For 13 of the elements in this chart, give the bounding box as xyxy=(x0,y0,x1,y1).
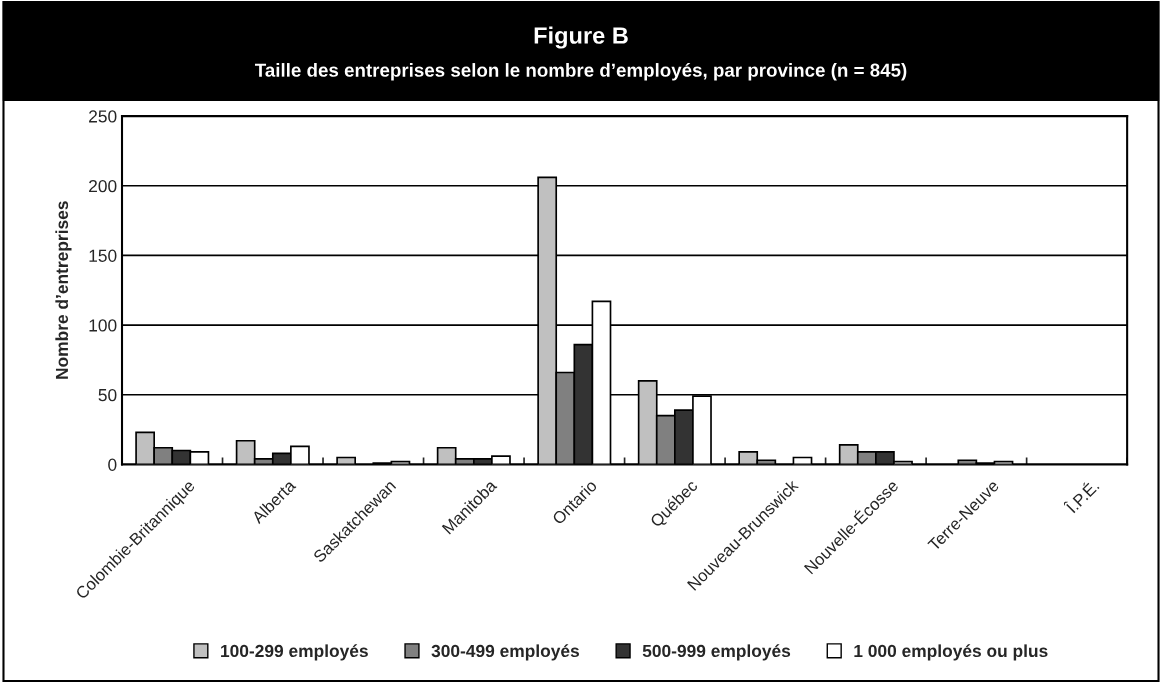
y-tick-label: 200 xyxy=(89,179,117,193)
legend-label: 300-499 employés xyxy=(431,644,579,661)
y-tick-label: 100 xyxy=(89,319,117,332)
legend-label: 100-299 employés xyxy=(221,644,368,661)
legend-label: 500-999 employés xyxy=(642,644,791,661)
legend-label: 1 000 employés ou plus xyxy=(854,644,1048,661)
chart-title: Figure B xyxy=(534,26,628,49)
y-tick-label: 250 xyxy=(89,110,117,123)
y-tick-label: 50 xyxy=(98,388,117,402)
y-tick-label: 150 xyxy=(89,249,117,262)
y-axis-title: Nombre d’entreprises xyxy=(55,201,72,379)
chart-subtitle: Taille des entreprises selon le nombre d’employés, par province (n = 845) xyxy=(254,62,907,81)
y-tick-label: 0 xyxy=(108,458,117,471)
